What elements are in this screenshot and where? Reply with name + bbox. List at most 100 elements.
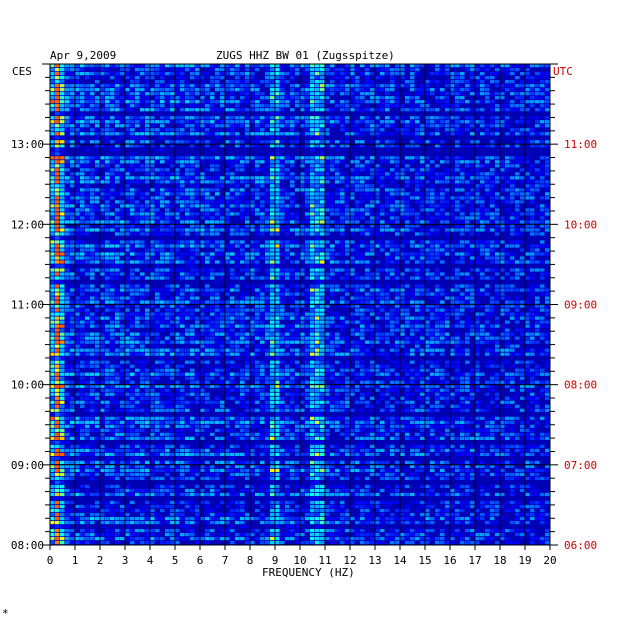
spectrogram-cell (510, 196, 515, 200)
spectrogram-cell (160, 104, 165, 108)
spectrogram-cell (545, 116, 550, 120)
spectrogram-cell (500, 172, 505, 176)
spectrogram-cell (70, 92, 75, 96)
spectrogram-cell (230, 72, 235, 76)
spectrogram-cell (195, 140, 200, 144)
spectrogram-cell (225, 260, 230, 264)
spectrogram-cell (420, 160, 425, 164)
spectrogram-cell (525, 180, 530, 184)
spectrogram-cell (265, 312, 270, 316)
spectrogram-cell (465, 116, 470, 120)
spectrogram-cell (190, 120, 195, 124)
spectrogram-cell (165, 168, 170, 172)
spectrogram-cell (350, 224, 355, 228)
spectrogram-cell (355, 332, 360, 336)
spectrogram-cell (80, 292, 85, 296)
spectrogram-cell (335, 272, 340, 276)
spectrogram-cell (70, 180, 75, 184)
spectrogram-cell (395, 168, 400, 172)
spectrogram-cell (175, 252, 180, 256)
spectrogram-cell (540, 240, 545, 244)
spectrogram-cell (220, 272, 225, 276)
spectrogram-cell (175, 316, 180, 320)
spectrogram-cell (470, 88, 475, 92)
spectrogram-cell (145, 124, 150, 128)
spectrogram-cell (50, 168, 55, 172)
spectrogram-cell (210, 276, 215, 280)
spectrogram-cell (510, 180, 515, 184)
spectrogram-cell (50, 268, 55, 272)
spectrogram-cell (320, 180, 325, 184)
spectrogram-cell (450, 220, 455, 224)
spectrogram-cell (275, 64, 280, 68)
spectrogram-cell (55, 308, 60, 312)
spectrogram-cell (435, 212, 440, 216)
spectrogram-cell (95, 140, 100, 144)
spectrogram-cell (110, 104, 115, 108)
spectrogram-cell (50, 192, 55, 196)
spectrogram-cell (385, 264, 390, 268)
spectrogram-cell (145, 256, 150, 260)
spectrogram-cell (465, 88, 470, 92)
spectrogram-cell (130, 164, 135, 168)
spectrogram-cell (410, 304, 415, 308)
spectrogram-cell (300, 300, 305, 304)
spectrogram-cell (410, 332, 415, 336)
spectrogram-cell (395, 316, 400, 320)
spectrogram-cell (500, 224, 505, 228)
spectrogram-cell (50, 308, 55, 312)
spectrogram-cell (100, 92, 105, 96)
spectrogram-cell (385, 288, 390, 292)
spectrogram-cell (95, 220, 100, 224)
spectrogram-cell (415, 120, 420, 124)
spectrogram-cell (60, 136, 65, 140)
spectrogram-cell (295, 292, 300, 296)
spectrogram-cell (325, 228, 330, 232)
spectrogram-cell (125, 184, 130, 188)
spectrogram-cell (350, 92, 355, 96)
spectrogram-cell (170, 216, 175, 220)
spectrogram-cell (275, 244, 280, 248)
spectrogram-cell (160, 240, 165, 244)
spectrogram-cell (270, 84, 275, 88)
spectrogram-cell (50, 96, 55, 100)
spectrogram-cell (380, 140, 385, 144)
spectrogram-cell (200, 96, 205, 100)
spectrogram-cell (345, 196, 350, 200)
spectrogram-cell (230, 276, 235, 280)
spectrogram-cell (225, 64, 230, 68)
spectrogram-cell (300, 204, 305, 208)
spectrogram-cell (140, 220, 145, 224)
spectrogram-cell (350, 176, 355, 180)
spectrogram-cell (400, 80, 405, 84)
spectrogram-cell (395, 92, 400, 96)
spectrogram-cell (350, 320, 355, 324)
spectrogram-cell (275, 272, 280, 276)
spectrogram-cell (205, 320, 210, 324)
spectrogram-cell (75, 120, 80, 124)
spectrogram-cell (370, 324, 375, 328)
spectrogram-cell (100, 268, 105, 272)
spectrogram-cell (365, 204, 370, 208)
spectrogram-cell (250, 156, 255, 160)
spectrogram-cell (305, 228, 310, 232)
spectrogram-cell (200, 140, 205, 144)
spectrogram-cell (145, 228, 150, 232)
spectrogram-cell (290, 160, 295, 164)
spectrogram-cell (480, 268, 485, 272)
spectrogram-cell (425, 208, 430, 212)
spectrogram-cell (125, 140, 130, 144)
spectrogram-cell (545, 144, 550, 148)
spectrogram-cell (345, 260, 350, 264)
spectrogram-cell (310, 224, 315, 228)
spectrogram-cell (470, 172, 475, 176)
spectrogram-cell (165, 200, 170, 204)
spectrogram-cell (505, 196, 510, 200)
spectrogram-cell (525, 224, 530, 228)
spectrogram-cell (280, 124, 285, 128)
spectrogram-cell (345, 88, 350, 92)
spectrogram-cell (330, 84, 335, 88)
spectrogram-cell (340, 176, 345, 180)
spectrogram-cell (405, 80, 410, 84)
spectrogram-cell (500, 88, 505, 92)
